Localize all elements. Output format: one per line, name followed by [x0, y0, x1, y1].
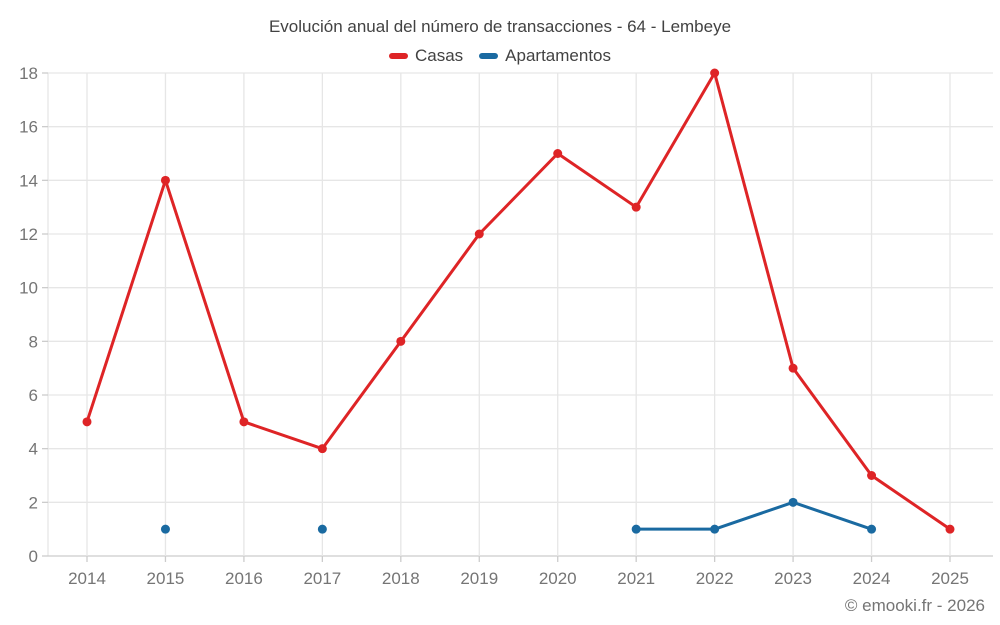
data-point [474, 229, 484, 239]
x-tick-label: 2016 [225, 569, 263, 588]
y-tick-label: 6 [29, 386, 38, 405]
chart-title: Evolución anual del número de transaccio… [268, 17, 732, 36]
data-point [788, 497, 798, 507]
data-point [867, 471, 877, 480]
series-line [85, 71, 952, 531]
x-tick-label: 2020 [539, 569, 577, 588]
data-point [710, 68, 720, 78]
data-point [788, 363, 798, 373]
y-tick-label: 18 [19, 64, 38, 83]
legend-item-casas[interactable]: Casas [388, 46, 464, 66]
series-line [634, 500, 874, 531]
data-point [945, 524, 955, 534]
x-tick-label: 2018 [382, 569, 420, 588]
x-tick-label: 2023 [774, 569, 812, 588]
legend-label-casas: Casas [414, 46, 464, 65]
data-point [631, 524, 641, 534]
legend-swatch-apartamentos [479, 53, 499, 59]
data-point [553, 149, 563, 158]
data-point [710, 524, 720, 534]
x-tick-label: 2021 [617, 569, 655, 588]
series-casas [82, 68, 955, 534]
legend-swatch-casas [388, 53, 408, 59]
y-tick-label: 16 [19, 118, 38, 137]
x-tick-label: 2017 [303, 569, 341, 588]
x-tick-label: 2022 [696, 569, 734, 588]
x-tick-label: 2025 [931, 569, 969, 588]
y-tick-label: 2 [29, 493, 38, 512]
data-point [317, 524, 327, 534]
y-tick-label: 4 [29, 440, 38, 459]
x-tick-label: 2015 [147, 569, 185, 588]
data-point [396, 336, 406, 346]
y-tick-label: 12 [19, 225, 38, 244]
data-point [160, 175, 170, 185]
y-tick-label: 8 [29, 332, 38, 351]
x-tick-label: 2014 [68, 569, 106, 588]
data-point [239, 417, 249, 427]
x-tick-label: 2019 [460, 569, 498, 588]
copyright: © emooki.fr - 2026 [844, 596, 985, 615]
y-tick-label: 0 [29, 547, 38, 566]
data-point [631, 202, 641, 212]
x-tick-label: 2024 [853, 569, 891, 588]
data-point [160, 524, 170, 534]
data-point [867, 524, 877, 534]
series-apartamentos [160, 497, 877, 534]
y-tick-label: 10 [19, 279, 38, 298]
legend: Casas Apartamentos [0, 46, 1000, 66]
legend-item-apartamentos[interactable]: Apartamentos [479, 46, 611, 66]
data-point [82, 417, 92, 427]
data-point [317, 444, 327, 454]
legend-label-apartamentos: Apartamentos [505, 46, 612, 65]
y-tick-label: 14 [19, 171, 38, 190]
